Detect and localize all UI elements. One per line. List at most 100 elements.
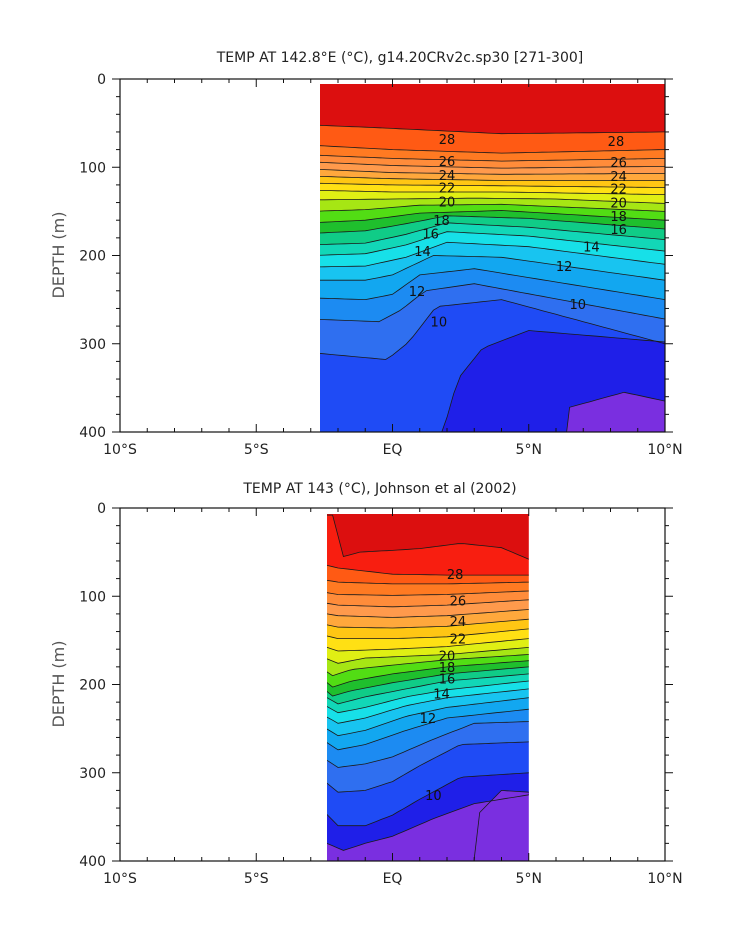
x-tick-label: 5°N (516, 871, 542, 887)
contour-label: 24 (450, 615, 467, 630)
x-tick-label: 10°N (647, 442, 682, 458)
isotherm-24 (327, 609, 529, 618)
y-tick-label: 200 (79, 249, 106, 265)
x-axis: 10°S 5°S EQ 5°N 10°N (103, 508, 683, 887)
temp-band (320, 125, 665, 154)
contour-label: 16 (610, 223, 627, 238)
x-tick-label: 5°N (516, 442, 542, 458)
contour-label: 22 (610, 182, 627, 197)
isotherm-18 (327, 660, 529, 688)
isotherm-23 (320, 175, 665, 181)
temp-band (320, 198, 665, 212)
isotherm-15 (320, 231, 665, 256)
isotherm-27 (320, 145, 665, 154)
contour-label: 18 (610, 210, 627, 225)
contour-label: 14 (583, 241, 600, 256)
isotherm-12 (327, 708, 529, 751)
contour-label: 22 (439, 182, 456, 197)
temp-band (327, 741, 529, 826)
y-tick-label: 300 (79, 766, 106, 782)
contour-label: 26 (439, 155, 456, 170)
contour-label: 10 (570, 298, 587, 313)
temp-band (327, 565, 529, 584)
contour-label: 28 (608, 135, 625, 150)
isotherm-22 (327, 628, 529, 639)
y-tick-label: 100 (79, 160, 106, 176)
x-tick-label: 10°S (103, 442, 137, 458)
isotherm-18 (320, 210, 665, 223)
contour-label: 24 (439, 169, 456, 184)
temp-band (327, 515, 529, 576)
temp-band (327, 580, 529, 596)
temp-band (441, 330, 665, 432)
isotherm-20 (320, 197, 665, 204)
temp-band (327, 721, 529, 793)
isotherm-28 (320, 124, 665, 135)
isotherm-16 (327, 673, 529, 705)
isotherm-25 (320, 161, 665, 169)
isotherm-23 (327, 618, 529, 629)
isotherm-26 (327, 590, 529, 596)
contour-label: 12 (556, 260, 573, 275)
temp-band (473, 790, 529, 861)
isotherm-13 (327, 697, 529, 737)
contour-lines (320, 124, 665, 432)
temp-band (320, 204, 665, 223)
isotherm-9 (327, 772, 529, 827)
temp-band (320, 222, 665, 256)
y-axis-label: DEPTH (m) (49, 640, 68, 727)
isotherm-8 (327, 794, 529, 851)
y-tick-label: 0 (97, 72, 106, 88)
isotherm-13 (320, 255, 665, 281)
contour-fill (327, 514, 529, 861)
contour-label: 28 (439, 133, 456, 148)
contour-label: 22 (450, 633, 467, 648)
contour-label: 20 (610, 197, 627, 212)
isotherm-27 (327, 579, 529, 585)
temp-band (320, 145, 665, 162)
temp-band (327, 666, 529, 704)
temp-band (327, 790, 529, 861)
y-axis: 0 100 200 300 400 (79, 501, 673, 870)
contour-label: 24 (610, 170, 627, 185)
temp-band (320, 299, 665, 432)
contour-label: 14 (433, 687, 450, 702)
contour-label: 14 (414, 245, 431, 260)
temp-band (320, 155, 665, 169)
temp-band (566, 392, 665, 432)
isotherm-15 (327, 680, 529, 714)
contour-lines (327, 514, 529, 861)
temp-band (327, 514, 529, 560)
temp-band (320, 210, 665, 233)
isotherm-7 (473, 789, 529, 861)
temp-band (320, 283, 665, 360)
y-axis-label: DEPTH (m) (49, 211, 68, 298)
contour-label: 26 (450, 595, 467, 610)
temp-band (320, 255, 665, 300)
isotherm-8 (566, 391, 665, 432)
isotherm-21 (320, 189, 665, 195)
isotherm-9 (441, 330, 665, 432)
y-tick-label: 100 (79, 589, 106, 605)
isotherm-17 (327, 666, 529, 697)
chart-title: TEMP AT 143 (°C), Johnson et al (2002) (242, 481, 516, 497)
temp-band (327, 673, 529, 713)
isotherm-29 (327, 514, 529, 560)
temp-band (327, 709, 529, 768)
temp-band (327, 660, 529, 696)
contour-label: 18 (433, 214, 450, 229)
y-tick-label: 400 (79, 425, 106, 441)
isotherm-19 (327, 654, 529, 677)
x-tick-label: 5°S (244, 871, 269, 887)
temp-band (327, 688, 529, 736)
contour-label: 12 (409, 285, 426, 300)
isotherm-14 (320, 241, 665, 268)
isotherm-24 (320, 169, 665, 175)
isotherm-25 (327, 599, 529, 608)
contour-label: 20 (439, 196, 456, 211)
